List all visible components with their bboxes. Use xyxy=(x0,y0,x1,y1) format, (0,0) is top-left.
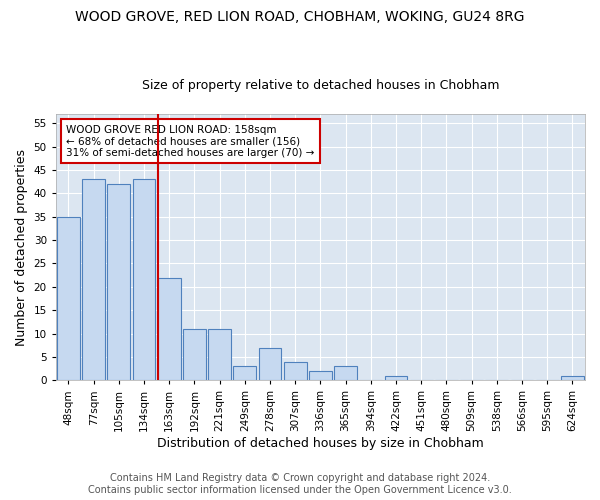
Text: WOOD GROVE RED LION ROAD: 158sqm
← 68% of detached houses are smaller (156)
31% : WOOD GROVE RED LION ROAD: 158sqm ← 68% o… xyxy=(67,124,315,158)
Bar xyxy=(183,329,206,380)
Bar xyxy=(259,348,281,380)
Bar xyxy=(208,329,231,380)
Bar xyxy=(385,376,407,380)
Text: Contains HM Land Registry data © Crown copyright and database right 2024.
Contai: Contains HM Land Registry data © Crown c… xyxy=(88,474,512,495)
Bar xyxy=(158,278,181,380)
Bar xyxy=(57,217,80,380)
Bar xyxy=(107,184,130,380)
X-axis label: Distribution of detached houses by size in Chobham: Distribution of detached houses by size … xyxy=(157,437,484,450)
Bar xyxy=(334,366,357,380)
Text: WOOD GROVE, RED LION ROAD, CHOBHAM, WOKING, GU24 8RG: WOOD GROVE, RED LION ROAD, CHOBHAM, WOKI… xyxy=(75,10,525,24)
Bar xyxy=(133,180,155,380)
Y-axis label: Number of detached properties: Number of detached properties xyxy=(15,148,28,346)
Title: Size of property relative to detached houses in Chobham: Size of property relative to detached ho… xyxy=(142,79,499,92)
Bar xyxy=(561,376,584,380)
Bar xyxy=(309,371,332,380)
Bar xyxy=(233,366,256,380)
Bar xyxy=(82,180,105,380)
Bar xyxy=(284,362,307,380)
